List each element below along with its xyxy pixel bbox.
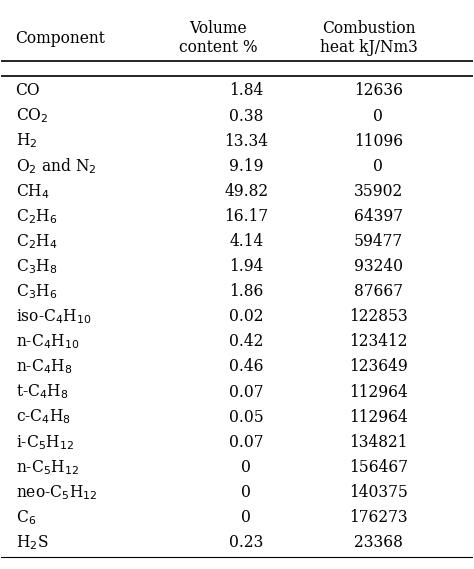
Text: 23368: 23368: [354, 534, 403, 551]
Text: 140375: 140375: [349, 484, 408, 501]
Text: Component: Component: [16, 30, 105, 47]
Text: 0: 0: [241, 459, 251, 476]
Text: 156467: 156467: [349, 459, 408, 476]
Text: 64397: 64397: [354, 208, 403, 225]
Text: 0.07: 0.07: [229, 434, 264, 451]
Text: n-C$_4$H$_8$: n-C$_4$H$_8$: [16, 357, 72, 376]
Text: 1.84: 1.84: [229, 83, 264, 100]
Text: 122853: 122853: [349, 308, 408, 325]
Text: 176273: 176273: [349, 509, 408, 526]
Text: c-C$_4$H$_8$: c-C$_4$H$_8$: [16, 408, 71, 427]
Text: Volume
content %: Volume content %: [179, 20, 257, 56]
Text: 0.07: 0.07: [229, 384, 264, 401]
Text: 0: 0: [241, 509, 251, 526]
Text: 123412: 123412: [349, 333, 408, 351]
Text: 11096: 11096: [354, 133, 403, 150]
Text: C$_3$H$_6$: C$_3$H$_6$: [16, 282, 57, 301]
Text: C$_2$H$_4$: C$_2$H$_4$: [16, 232, 57, 251]
Text: 0: 0: [374, 158, 383, 175]
Text: n-C$_5$H$_{12}$: n-C$_5$H$_{12}$: [16, 458, 79, 477]
Text: H$_2$: H$_2$: [16, 132, 37, 150]
Text: 59477: 59477: [354, 233, 403, 250]
Text: 1.94: 1.94: [229, 258, 264, 275]
Text: iso-C$_4$H$_{10}$: iso-C$_4$H$_{10}$: [16, 307, 91, 326]
Text: Combustion
heat kJ/Nm3: Combustion heat kJ/Nm3: [320, 20, 418, 56]
Text: neo-C$_5$H$_{12}$: neo-C$_5$H$_{12}$: [16, 483, 97, 502]
Text: n-C$_4$H$_{10}$: n-C$_4$H$_{10}$: [16, 332, 79, 351]
Text: 1.86: 1.86: [229, 283, 264, 300]
Text: t-C$_4$H$_8$: t-C$_4$H$_8$: [16, 383, 68, 401]
Text: CO$_2$: CO$_2$: [16, 106, 48, 125]
Text: C$_3$H$_8$: C$_3$H$_8$: [16, 257, 57, 276]
Text: 93240: 93240: [354, 258, 403, 275]
Text: 49.82: 49.82: [224, 183, 268, 200]
Text: 123649: 123649: [349, 358, 408, 376]
Text: 87667: 87667: [354, 283, 403, 300]
Text: 112964: 112964: [349, 384, 408, 401]
Text: C$_2$H$_6$: C$_2$H$_6$: [16, 207, 57, 226]
Text: 0: 0: [241, 484, 251, 501]
Text: 16.17: 16.17: [224, 208, 268, 225]
Text: 9.19: 9.19: [229, 158, 264, 175]
Text: i-C$_5$H$_{12}$: i-C$_5$H$_{12}$: [16, 433, 73, 452]
Text: 0.42: 0.42: [229, 333, 264, 351]
Text: 12636: 12636: [354, 83, 403, 100]
Text: 35902: 35902: [354, 183, 403, 200]
Text: H$_2$S: H$_2$S: [16, 533, 48, 552]
Text: CO: CO: [16, 83, 40, 100]
Text: 134821: 134821: [349, 434, 408, 451]
Text: 13.34: 13.34: [224, 133, 268, 150]
Text: O$_2$ and N$_2$: O$_2$ and N$_2$: [16, 156, 96, 176]
Text: CH$_4$: CH$_4$: [16, 182, 49, 201]
Text: C$_6$: C$_6$: [16, 508, 36, 527]
Text: 0.38: 0.38: [229, 108, 264, 125]
Text: 0.46: 0.46: [229, 358, 264, 376]
Text: 0.02: 0.02: [229, 308, 264, 325]
Text: 112964: 112964: [349, 409, 408, 426]
Text: 4.14: 4.14: [229, 233, 264, 250]
Text: 0: 0: [374, 108, 383, 125]
Text: 0.05: 0.05: [229, 409, 264, 426]
Text: 0.23: 0.23: [229, 534, 264, 551]
